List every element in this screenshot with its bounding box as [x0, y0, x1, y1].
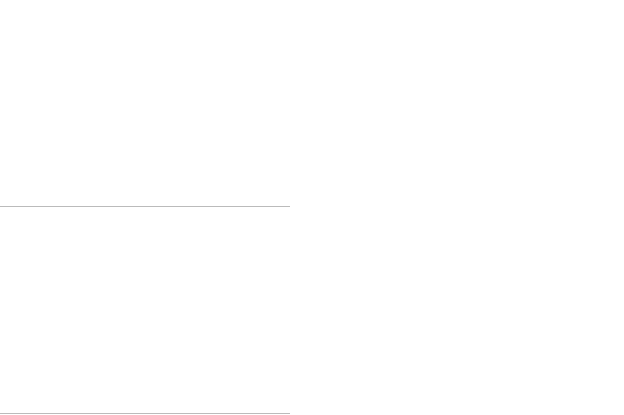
figure-bottom-divider	[0, 413, 290, 414]
panel-row-divider	[0, 206, 290, 207]
